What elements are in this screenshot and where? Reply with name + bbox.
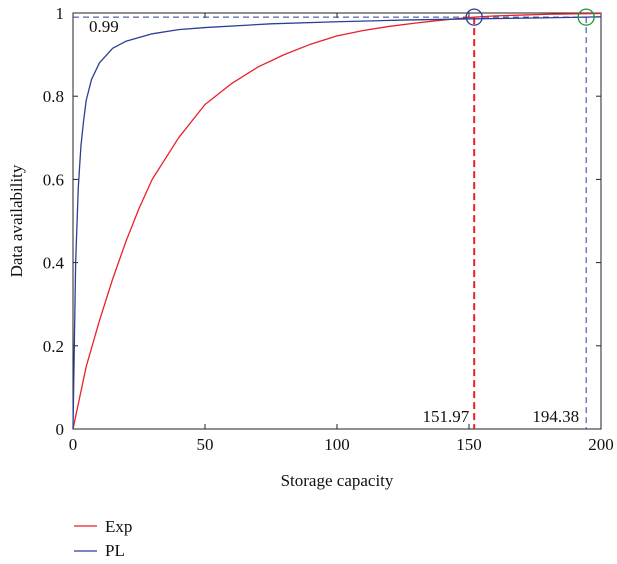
x-tick-label: 100 (324, 435, 350, 454)
x-tick-label: 0 (69, 435, 78, 454)
y-tick-label: 0 (56, 420, 65, 439)
x-tick-label: 50 (197, 435, 214, 454)
series-line-exp (72, 12, 602, 430)
y-tick-label: 0.6 (43, 170, 64, 189)
pl-threshold-circle (577, 8, 595, 26)
reference-lines (73, 16, 601, 429)
x-tick-label: 200 (588, 435, 614, 454)
series-lines (72, 12, 602, 430)
marker-circles (465, 8, 595, 26)
y-tick-label: 0.2 (43, 337, 64, 356)
pl-marker-label: 194.38 (532, 407, 579, 426)
legend-label-pl: PL (105, 541, 125, 560)
y-tick-label: 0.4 (43, 254, 65, 273)
x-axis-title: Storage capacity (281, 471, 394, 490)
exp-threshold-circle (465, 8, 483, 26)
axis-tick-labels: 0 50 100 150 200 0 0.2 0.4 0.6 0.8 1 (43, 4, 614, 454)
y-axis-title: Data availability (7, 164, 26, 277)
series-line-pl (72, 16, 602, 430)
exp-marker-label: 151.97 (422, 407, 469, 426)
legend-label-exp: Exp (105, 517, 132, 536)
legend: Exp PL (74, 517, 132, 560)
y-tick-label: 1 (56, 4, 65, 23)
y-tick-label: 0.8 (43, 87, 64, 106)
x-tick-label: 150 (456, 435, 482, 454)
plot-area-frame (72, 12, 602, 430)
threshold-label: 0.99 (89, 17, 119, 36)
axis-ticks (72, 12, 602, 430)
